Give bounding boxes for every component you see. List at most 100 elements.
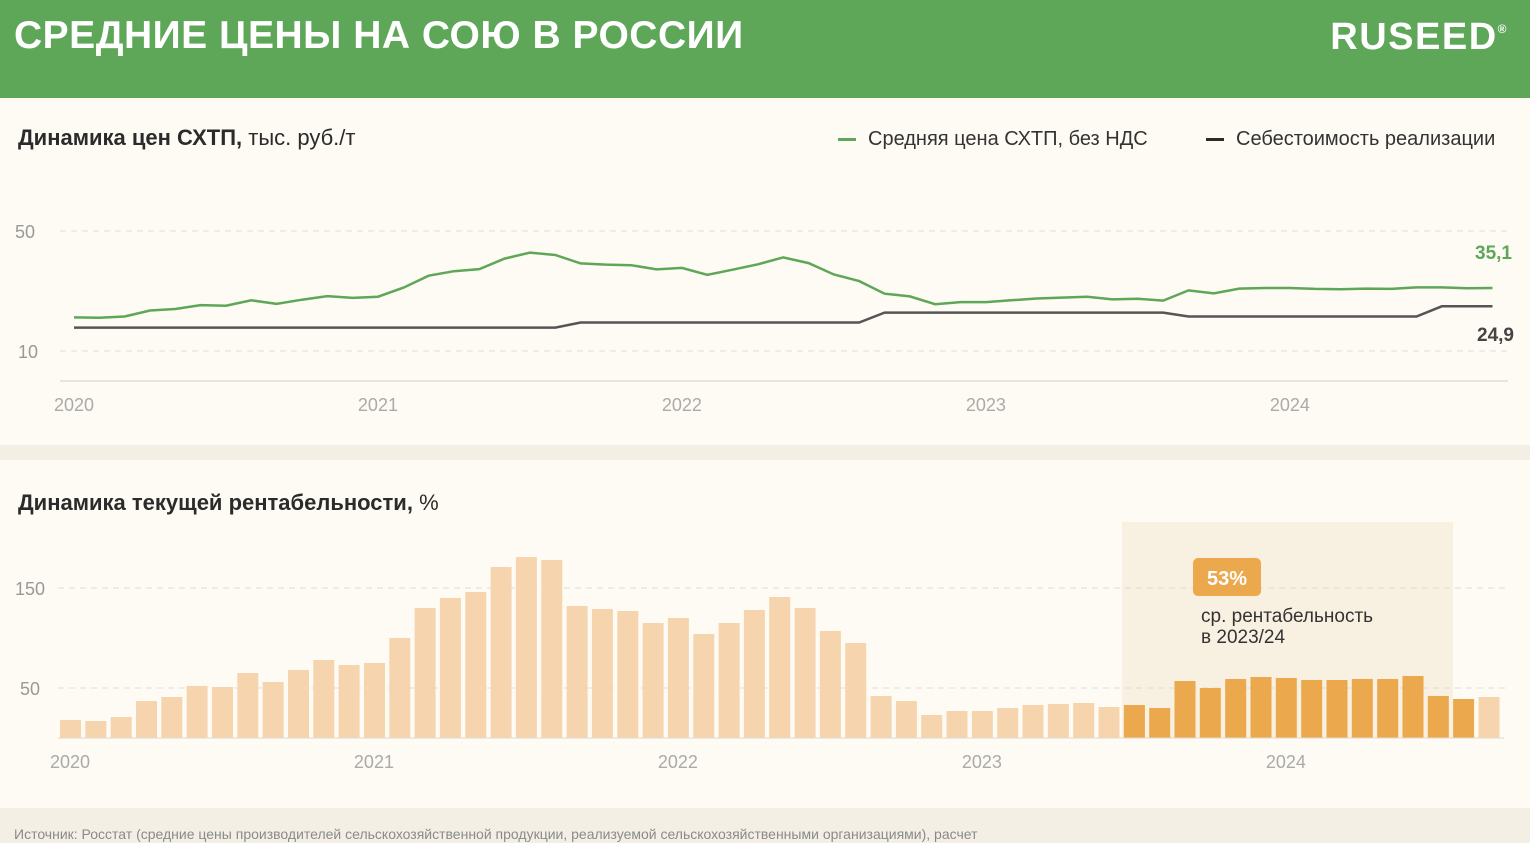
x-tick-label: 2024 [1270, 395, 1310, 415]
bar [1022, 705, 1044, 738]
bar [1301, 680, 1323, 738]
bar [1453, 699, 1475, 738]
bar [1199, 688, 1221, 738]
price-panel: Динамика цен СХТП, тыс. руб./т Средняя ц… [0, 98, 1530, 445]
bar [819, 631, 841, 738]
x-tick-label: 2021 [354, 752, 394, 772]
bar [1098, 707, 1120, 738]
price-chart-title-bold: Динамика цен СХТП, [18, 125, 243, 150]
cost-end-label: 24,9 [1477, 325, 1514, 346]
bar [794, 608, 816, 738]
bar [1123, 705, 1145, 738]
x-tick-label: 2022 [658, 752, 698, 772]
avg-badge [1193, 558, 1261, 596]
y-tick-label: 50 [15, 222, 35, 242]
bar [1250, 677, 1272, 738]
bar [515, 557, 537, 738]
cost-line [74, 305, 1493, 329]
profitability-panel: Динамика текущей рентабельности, % 150 5… [0, 460, 1530, 808]
bar [186, 686, 208, 738]
bar [1149, 708, 1171, 738]
y-tick-label: 150 [15, 579, 45, 599]
bar [769, 597, 791, 738]
bar [541, 560, 563, 738]
bar [414, 608, 436, 738]
x-tick-label: 2023 [966, 395, 1006, 415]
y-tick-label: 50 [20, 679, 40, 699]
bar [743, 610, 765, 738]
bar [313, 660, 335, 738]
bar [1427, 696, 1449, 738]
profitability-chart-title-unit: % [412, 490, 439, 515]
bar [288, 670, 309, 738]
bar [997, 708, 1019, 738]
legend-item-cost: Себестоимость реализации [1206, 128, 1495, 151]
logo-text: RUSEED [1330, 16, 1498, 58]
bar [617, 611, 639, 738]
price-chart-title: Динамика цен СХТП, тыс. руб./т [18, 125, 356, 151]
profitability-chart-title: Динамика текущей рентабельности, % [18, 490, 439, 516]
registered-mark: ® [1497, 22, 1508, 36]
bar [971, 711, 993, 738]
bar [364, 663, 385, 738]
bar [110, 717, 132, 738]
bar [439, 598, 461, 738]
x-tick-label: 2020 [50, 752, 90, 772]
bar [262, 682, 284, 738]
bar [136, 701, 157, 738]
price-end-label: 35,1 [1475, 243, 1512, 264]
page-title: СРЕДНИЕ ЦЕНЫ НА СОЮ В РОССИИ [14, 14, 744, 57]
bar [845, 643, 867, 738]
bar [895, 701, 917, 738]
x-tick-label: 2024 [1266, 752, 1306, 772]
bar [566, 606, 588, 738]
avg-note-line2: в 2023/24 [1201, 627, 1285, 648]
x-tick-label: 2022 [662, 395, 702, 415]
bar [1275, 678, 1297, 738]
bar [85, 721, 107, 738]
price-line-chart: 50 10 2020 2021 2022 2023 2024 35,1 24,9 [15, 222, 1514, 415]
bar [667, 618, 689, 738]
bar [212, 687, 233, 738]
legend-item-price: Средняя цена СХТП, без НДС [838, 128, 1148, 151]
bar [1073, 703, 1095, 738]
avg-badge-label: 53% [1207, 568, 1247, 590]
avg-note-line1: ср. рентабельность [1201, 606, 1373, 627]
bar [490, 567, 512, 738]
profitability-chart-title-bold: Динамика текущей рентабельности, [18, 490, 413, 515]
x-tick-label: 2021 [358, 395, 398, 415]
bar [718, 623, 740, 738]
bar [465, 592, 487, 738]
bar [1478, 697, 1500, 738]
ruseed-logo: RUSEED® [1330, 16, 1508, 59]
bar [1174, 681, 1196, 738]
bar [237, 673, 259, 738]
bar [946, 711, 968, 738]
price-chart-title-unit: тыс. руб./т [242, 125, 356, 150]
bar [60, 720, 81, 738]
profitability-bar-chart: 150 50 2020 2021 2022 2023 2024 53% ср. рент… [15, 522, 1508, 772]
bar [389, 638, 411, 738]
source-footnote: Источник: Росстат (средние цены производ… [14, 826, 978, 842]
bar [693, 634, 715, 738]
bar [1402, 676, 1424, 738]
bar [1326, 680, 1348, 738]
legend-label-price: Средняя цена СХТП, без НДС [868, 128, 1148, 150]
x-tick-label: 2023 [962, 752, 1002, 772]
legend-swatch-price [838, 138, 856, 141]
bar [591, 609, 613, 738]
x-tick-label: 2020 [54, 395, 94, 415]
bar [921, 715, 943, 738]
price-line [73, 251, 1493, 319]
bar [1225, 679, 1247, 738]
header: СРЕДНИЕ ЦЕНЫ НА СОЮ В РОССИИ RUSEED® [0, 0, 1530, 98]
bar [1047, 704, 1069, 738]
legend-swatch-cost [1206, 138, 1224, 141]
bar [1351, 679, 1373, 738]
bar [161, 697, 183, 738]
bar [1377, 679, 1399, 738]
bar [642, 623, 664, 738]
legend-label-cost: Себестоимость реализации [1236, 128, 1496, 150]
bar [338, 665, 360, 738]
bar [870, 696, 892, 738]
